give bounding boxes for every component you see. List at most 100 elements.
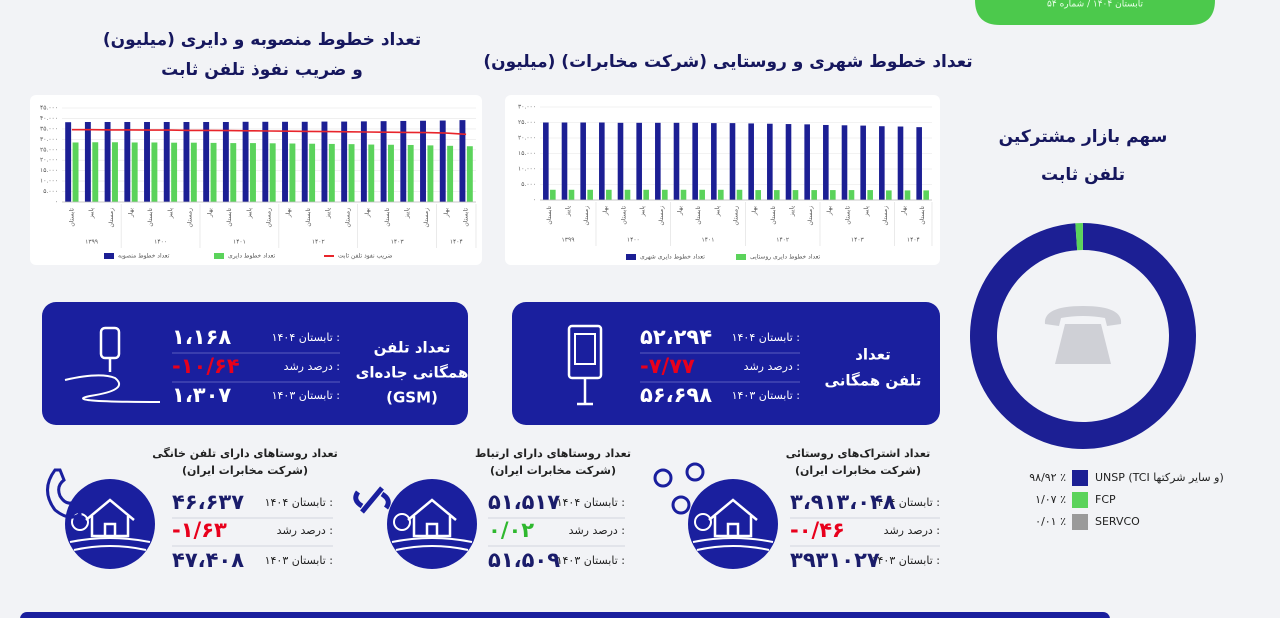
- row-value: ۵۶،۶۹۸: [640, 383, 712, 407]
- x-tick-label: تابستان: [919, 206, 926, 225]
- bar: [269, 143, 276, 202]
- bar: [785, 124, 792, 200]
- bar: [580, 122, 586, 200]
- bar: [328, 143, 335, 202]
- bar: [792, 190, 799, 200]
- x-group-label: ۱۴۰۱: [702, 237, 715, 244]
- row-label: تابستان ۱۴۰۴ :: [272, 331, 340, 344]
- x-tick-label: بهار: [751, 206, 758, 216]
- chart-title: تلفن ثابت: [1041, 165, 1125, 185]
- row-value: ۱،۳۰۷: [172, 383, 231, 407]
- x-tick-label: بهار: [602, 206, 609, 216]
- card-title: تلفن همگانی: [825, 372, 922, 390]
- stat-title: (شرکت مخابرات ایران): [795, 464, 921, 477]
- y-tick-label: ۱۵.۰۰۰: [518, 150, 536, 157]
- bar: [183, 121, 190, 202]
- card-title: تعداد: [855, 346, 891, 364]
- x-tick-label: زمستان: [882, 206, 889, 226]
- card: [512, 302, 940, 425]
- x-tick-label: بهار: [901, 206, 908, 216]
- bar: [104, 121, 111, 202]
- stat-title: تعداد روستاهای دارای ارتباط: [475, 447, 631, 460]
- bar: [711, 123, 717, 200]
- link-icon: [353, 486, 391, 514]
- network-icon: [653, 468, 673, 488]
- legend-label: تعداد خطوط دایری روستایی: [750, 254, 821, 261]
- bar: [636, 122, 642, 200]
- row-label: تابستان ۱۴۰۴ :: [557, 496, 625, 509]
- row-label: درصد رشد :: [284, 360, 340, 373]
- x-tick-label: بهار: [826, 206, 833, 216]
- bar: [867, 190, 873, 200]
- bar: [830, 190, 836, 200]
- network-icon: [671, 495, 691, 515]
- bar: [811, 190, 817, 200]
- bar: [84, 121, 91, 202]
- bar: [841, 125, 848, 200]
- row-value: -۱۰/۶۴: [172, 354, 240, 378]
- legend-swatch: [626, 254, 636, 260]
- bar: [736, 189, 743, 200]
- tree-icon: [393, 513, 411, 531]
- value-label: ۰/۰۱ ٪: [1035, 515, 1066, 528]
- bar: [289, 143, 296, 202]
- row-label: تابستان ۱۴۰۳ :: [272, 389, 340, 402]
- row-label: تابستان ۱۴۰۴ :: [872, 496, 940, 509]
- row-label: تابستان ۱۴۰۳ :: [265, 554, 333, 567]
- x-group-label: ۱۴۰۳: [391, 239, 405, 246]
- bar: [643, 189, 649, 200]
- x-group-label: ۱۴۰۲: [312, 239, 325, 246]
- x-tick-label: بهار: [128, 208, 135, 218]
- x-tick-label: تابستان: [621, 206, 628, 225]
- x-tick-label: پاییز: [639, 206, 646, 218]
- y-tick-label: ۱۵.۰۰۰: [40, 167, 58, 174]
- bar: [321, 121, 328, 202]
- bar: [550, 189, 556, 200]
- bar: [230, 143, 237, 202]
- x-tick-label: بهار: [364, 208, 371, 218]
- x-tick-label: تابستان: [147, 208, 154, 227]
- x-tick-label: پاییز: [246, 208, 253, 220]
- house-icon: [407, 498, 457, 538]
- bar: [407, 144, 414, 202]
- x-tick-label: پاییز: [714, 206, 721, 218]
- legend-label: تعداد خطوط منصوبه: [118, 253, 170, 260]
- x-tick-label: تابستان: [384, 208, 391, 227]
- bar: [662, 189, 668, 200]
- card-title: تعداد تلفن: [374, 339, 451, 357]
- bar: [904, 190, 911, 200]
- bar: [606, 189, 612, 200]
- row-label: تابستان ۱۴۰۳ :: [557, 554, 625, 567]
- y-tick-label: ۴۰.۰۰۰: [40, 115, 58, 122]
- legend-swatch: [1072, 470, 1088, 486]
- bar: [923, 190, 929, 200]
- legend-label: تعداد خطوط دایری: [228, 253, 275, 260]
- row-value: ۴۷،۴۰۸: [172, 548, 244, 572]
- chart-title: سهم بازار مشترکین: [999, 127, 1168, 147]
- bar: [673, 122, 680, 200]
- road-icon: [64, 374, 161, 403]
- row-value: -۱/۶۳: [172, 518, 227, 542]
- line: [71, 128, 467, 136]
- y-tick-label: ۵.۰۰۰: [521, 181, 536, 188]
- x-tick-label: تابستان: [305, 208, 312, 227]
- x-tick-label: پاییز: [88, 208, 95, 220]
- bar: [543, 122, 549, 200]
- bar: [897, 126, 904, 200]
- y-tick-label: ۱۰.۰۰۰: [40, 178, 58, 185]
- x-tick-label: تابستان: [68, 208, 75, 227]
- x-group-label: ۱۳۹۹: [562, 237, 575, 244]
- tree-icon: [694, 513, 712, 531]
- legend-label: FCP: [1095, 493, 1116, 506]
- bar: [112, 142, 118, 202]
- row-value: ۵۱،۵۱۷: [488, 490, 560, 514]
- bar: [718, 189, 724, 200]
- x-tick-label: بهار: [285, 208, 292, 218]
- bar: [848, 190, 855, 200]
- bar: [262, 121, 269, 202]
- x-tick-label: پاییز: [863, 206, 870, 218]
- row-value: ۵۲،۲۹۴: [640, 325, 712, 349]
- x-group-label: ۱۴۰۱: [233, 239, 246, 246]
- bar: [879, 126, 885, 200]
- bar: [282, 121, 288, 202]
